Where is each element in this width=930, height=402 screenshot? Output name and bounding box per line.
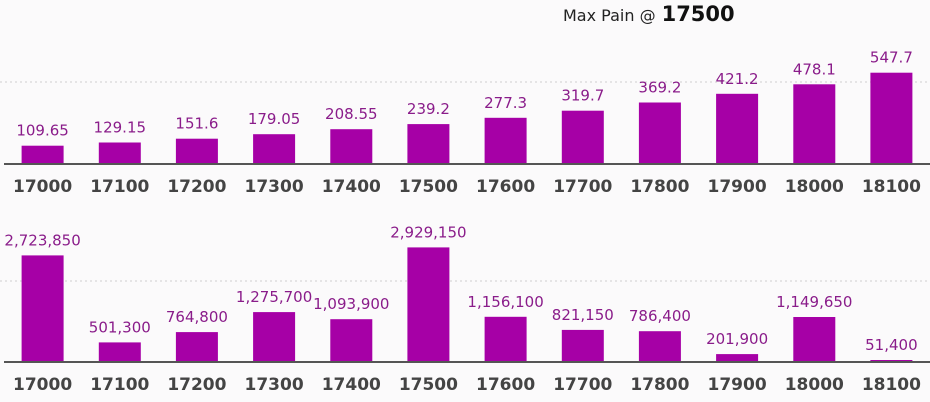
bottom-data-label-17800: 786,400 [629, 307, 691, 325]
bottom-bar-17900[interactable] [716, 354, 759, 362]
top-data-label-17400: 208.55 [325, 105, 378, 123]
top-data-label-17000: 109.65 [16, 122, 69, 140]
bottom-data-label-18000: 1,149,650 [776, 293, 852, 311]
top-bar-17400[interactable] [330, 129, 373, 164]
bottom-tick-17400: 17400 [322, 375, 381, 395]
top-tick-17800: 17800 [630, 177, 689, 197]
top-bar-18100[interactable] [870, 72, 913, 164]
top-bar-17100[interactable] [98, 142, 141, 165]
max-pain-value: 17500 [661, 2, 735, 26]
top-tick-17600: 17600 [476, 177, 535, 197]
top-bar-18000[interactable] [793, 84, 836, 164]
top-tick-18100: 18100 [862, 177, 921, 197]
bottom-tick-17600: 17600 [476, 375, 535, 395]
bottom-tick-17700: 17700 [553, 375, 612, 395]
top-bar-chart: 109.65 17000 129.15 17100 151.6 17200 179.05 17… [0, 49, 930, 197]
max-pain-label: Max Pain @ [563, 6, 656, 25]
bottom-data-label-17300: 1,275,700 [236, 288, 312, 306]
top-data-label-18000: 478.1 [793, 60, 836, 78]
top-bar-17900[interactable] [716, 93, 759, 164]
top-bar-17600[interactable] [484, 117, 527, 164]
bottom-bar-17700[interactable] [561, 329, 604, 362]
bottom-data-label-17900: 201,900 [706, 330, 768, 348]
bottom-data-label-17600: 1,156,100 [467, 293, 543, 311]
top-tick-17200: 17200 [167, 177, 226, 197]
top-tick-17700: 17700 [553, 177, 612, 197]
top-bar-17200[interactable] [175, 138, 218, 164]
bottom-bar-17400[interactable] [330, 319, 373, 362]
top-tick-17000: 17000 [13, 177, 72, 197]
bottom-data-label-18100: 51,400 [865, 336, 918, 354]
top-data-label-17800: 369.2 [638, 79, 681, 97]
bottom-tick-17500: 17500 [399, 375, 458, 395]
bottom-bar-17300[interactable] [253, 312, 296, 362]
bottom-tick-17900: 17900 [708, 375, 767, 395]
top-tick-17300: 17300 [245, 177, 304, 197]
top-tick-18000: 18000 [785, 177, 844, 197]
top-tick-17400: 17400 [322, 177, 381, 197]
bottom-bar-17600[interactable] [484, 316, 527, 362]
top-bar-17000[interactable] [21, 145, 64, 164]
top-tick-17900: 17900 [708, 177, 767, 197]
bottom-tick-18000: 18000 [785, 375, 844, 395]
top-bar-17700[interactable] [561, 110, 604, 164]
bottom-bar-chart: 2,723,850 17000 501,300 17100 764,800 17200 1,… [0, 223, 930, 395]
top-bar-17500[interactable] [407, 124, 450, 164]
bottom-bar-17800[interactable] [638, 331, 681, 362]
bottom-bar-17500[interactable] [407, 247, 450, 362]
bottom-bar-18000[interactable] [793, 317, 836, 362]
top-data-label-17500: 239.2 [407, 100, 450, 118]
bottom-data-label-17500: 2,929,150 [390, 223, 466, 241]
bottom-data-label-17000: 2,723,850 [4, 231, 80, 249]
bottom-bar-17100[interactable] [98, 342, 141, 362]
top-data-label-17100: 129.15 [94, 119, 147, 137]
top-data-label-17700: 319.7 [561, 87, 604, 105]
top-bar-17800[interactable] [638, 102, 681, 165]
bottom-data-label-17700: 821,150 [552, 306, 614, 324]
bottom-bar-17200[interactable] [175, 332, 218, 362]
bottom-data-label-17200: 764,800 [166, 308, 228, 326]
bottom-tick-18100: 18100 [862, 375, 921, 395]
max-pain-header: Max Pain @ 17500 [563, 2, 735, 30]
bottom-data-label-17100: 501,300 [89, 318, 151, 336]
top-data-label-17200: 151.6 [175, 115, 218, 133]
top-data-label-18100: 547.7 [870, 49, 913, 67]
bottom-data-label-17400: 1,093,900 [313, 295, 389, 313]
bottom-bar-17000[interactable] [21, 255, 64, 362]
bottom-tick-17300: 17300 [245, 375, 304, 395]
bottom-tick-17200: 17200 [167, 375, 226, 395]
bottom-tick-17800: 17800 [630, 375, 689, 395]
top-data-label-17300: 179.05 [248, 110, 301, 128]
top-tick-17500: 17500 [399, 177, 458, 197]
top-bar-17300[interactable] [253, 134, 296, 164]
bottom-tick-17100: 17100 [90, 375, 149, 395]
bottom-tick-17000: 17000 [13, 375, 72, 395]
top-data-label-17900: 421.2 [716, 70, 759, 88]
top-tick-17100: 17100 [90, 177, 149, 197]
top-data-label-17600: 277.3 [484, 94, 527, 112]
